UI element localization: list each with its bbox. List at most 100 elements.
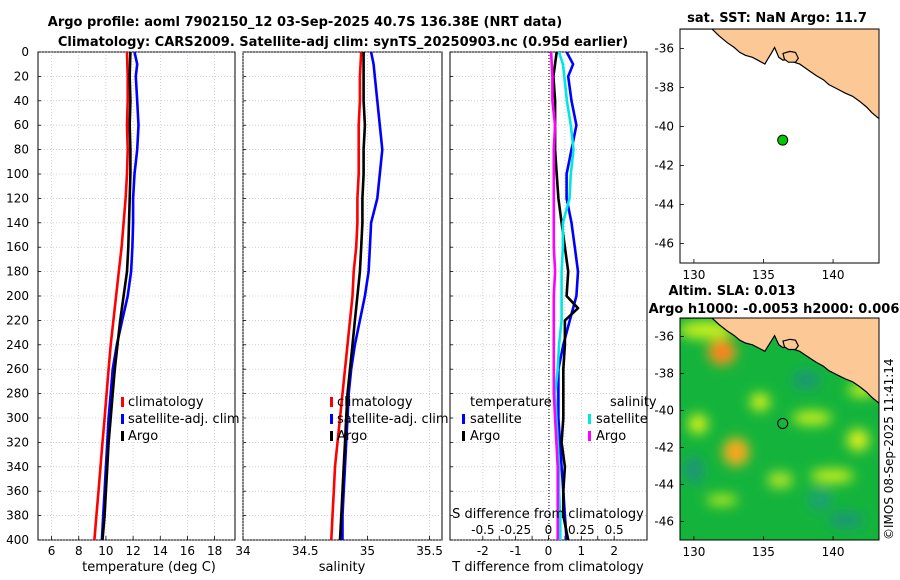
series-line-s-argo [549,52,560,540]
legend-title-temperature: temperature [470,395,552,410]
x-tick-label: 35 [360,544,375,558]
figure-title-line2: Climatology: CARS2009. Satellite-adj cli… [58,35,628,50]
legend-swatch-argo [121,431,124,441]
temperature-grid [38,51,235,541]
salinity-panel: 34 34.5 35 35.5 climatology satellite-adj. … [235,51,449,575]
sla-warm-eddy-core [716,346,728,358]
sla-map-frame [679,317,880,541]
map-lat-tick-label: -46 [654,515,674,529]
difference-grid [450,51,647,541]
legend-swatch-s-satellite [588,414,591,424]
map-lon-tick-label: 140 [822,545,845,559]
legend-swatch-climatology [121,397,124,407]
legend-swatch-s-argo [588,431,591,441]
temperature-legend: climatology satellite-adj. clim Argo [121,395,240,444]
legend-label-s-satellite: satellite [596,412,648,427]
map-lat-tick-label: -36 [654,330,674,344]
depth-tick-label: 0 [21,45,29,59]
sla-anomalies [680,321,876,528]
sla-positive-patch [767,472,793,488]
legend-label-argo: Argo [128,429,158,444]
legend-swatch-satellite [121,414,124,424]
map-lat-tick-label: -42 [654,441,674,455]
sla-positive-patch [810,469,854,483]
x-tick-label: 16 [180,544,195,558]
depth-tick-label: 360 [6,484,29,498]
sla-map-ticks: -36 -38 -40 -42 -44 -46 130 135 140 [654,330,844,560]
depth-tick-label: 300 [6,411,29,425]
salinity-x-label: salinity [319,560,366,575]
x-tick-label: 6 [48,544,56,558]
series-line-argo [338,52,367,540]
legend-label-satellite: satellite-adj. clim [337,412,449,427]
map-lat-tick-label: -46 [654,237,674,251]
sla-negative-patch [828,512,864,528]
depth-tick-label: 380 [6,509,29,523]
depth-tick-label: 180 [6,265,29,279]
argo-float-marker [777,134,789,146]
depth-tick-label: 160 [6,240,29,254]
depth-tick-label: 140 [6,216,29,230]
sla-map: Altim. SLA: 0.013 Argo h1000: -0.0053 h2… [649,284,900,559]
map-lon-tick-label: 130 [682,268,705,282]
sla-negative-patch [792,371,820,389]
series-line-climatology [330,52,363,540]
argo-float-marker [777,417,789,429]
sst-map-frame [679,28,880,264]
sla-positive-patch [792,411,832,425]
sst-map-land [680,29,879,120]
copyright-stamp: ©IMOS 08-Sep-2025 11:41:14 [882,358,896,540]
difference-x-label: T difference from climatology [451,560,644,575]
x-tick-label: 2 [610,544,618,558]
sla-positive-patch [706,495,738,505]
map-lat-tick-label: -44 [654,198,674,212]
temperature-axes-box [37,51,236,541]
x-tick-label: 18 [207,544,222,558]
difference-temperature-legend: temperature satellite Argo [462,395,552,444]
x-tick-label: 12 [125,544,140,558]
s-tick-label: 0 [545,523,553,537]
depth-tick-label: 20 [14,69,29,83]
depth-axis: 0 20 40 60 80 100 120 140 160 180 200 220 240 260 280 3… [6,45,29,547]
depth-tick-label: 80 [14,143,29,157]
temperature-x-label: temperature (deg C) [82,560,216,575]
x-tick-label: -2 [477,544,489,558]
depth-tick-label: 280 [6,387,29,401]
x-tick-label: 34.5 [292,544,319,558]
sla-map-land [680,318,879,404]
legend-title-salinity: salinity [610,395,657,410]
depth-tick-label: 200 [6,289,29,303]
x-tick-label: 0 [545,544,553,558]
map-lon-tick-label: 130 [682,545,705,559]
legend-label-climatology: climatology [128,395,204,410]
map-lat-tick-label: -42 [654,159,674,173]
map-lon-tick-label: 135 [752,268,775,282]
map-lon-tick-label: 140 [822,268,845,282]
legend-label-s-argo: Argo [596,429,626,444]
legend-swatch-t-satellite [462,414,465,424]
x-tick-label: -1 [510,544,522,558]
series-line-argo [101,52,132,540]
sst-map-title: sat. SST: NaN Argo: 11.7 [687,11,867,26]
x-tick-label: 10 [98,544,113,558]
s-tick-label: 0.25 [568,523,595,537]
legend-swatch-climatology [330,397,333,407]
salinity-legend: climatology satellite-adj. clim Argo [330,395,449,444]
depth-tick-label: 40 [14,94,29,108]
sla-positive-patch [750,393,770,411]
island [782,50,799,63]
map-lat-tick-label: -40 [654,404,674,418]
landmass [680,29,879,119]
difference-top-x-label: S difference from climatology [452,507,644,522]
depth-tick-label: 240 [6,338,29,352]
island [782,338,800,351]
x-tick-label: 34 [235,544,250,558]
map-lon-tick-label: 135 [752,545,775,559]
legend-swatch-t-argo [462,431,465,441]
difference-x-ticks: -2 -1 0 1 2 [477,544,618,558]
sla-negative-patch [684,456,704,484]
depth-tick-label: 340 [6,460,29,474]
map-lat-tick-label: -38 [654,367,674,381]
legend-label-argo: Argo [337,429,367,444]
